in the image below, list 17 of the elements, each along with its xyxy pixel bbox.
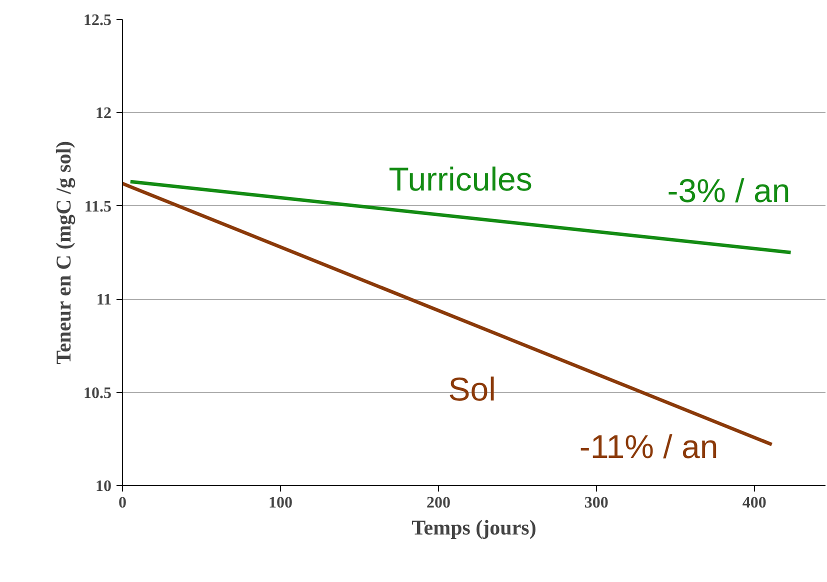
y-axis-title: Teneur en C (mgC /g sol) <box>52 140 76 364</box>
x-axis-title: Temps (jours) <box>412 516 536 540</box>
y-tick-label: 10.5 <box>84 384 112 402</box>
y-tick-label: 11 <box>96 292 112 309</box>
y-tick-label: 10 <box>96 478 112 495</box>
x-tick-label: 200 <box>426 494 450 512</box>
x-tick-label: 300 <box>584 494 608 512</box>
y-tick-label: 12 <box>96 105 112 122</box>
series-label: Sol <box>448 370 496 408</box>
x-tick-label: 400 <box>742 494 766 512</box>
y-tick-label: 12.5 <box>84 12 112 29</box>
annotation: -11% / an <box>579 428 718 465</box>
x-tick-label: 100 <box>268 494 292 512</box>
x-tick-label: 0 <box>118 494 126 512</box>
y-tick-label: 11.5 <box>84 198 112 216</box>
annotation: -3% / an <box>667 172 790 209</box>
series-label: Turricules <box>388 160 532 198</box>
